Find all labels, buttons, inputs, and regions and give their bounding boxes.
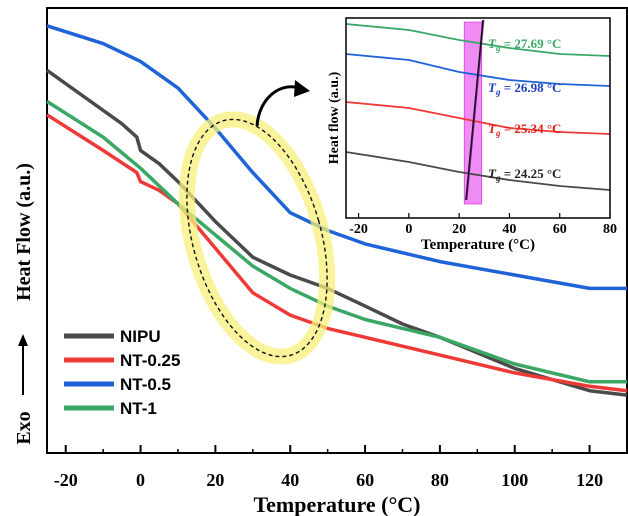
main-x-axis-title: Temperature (°C) xyxy=(253,492,420,516)
main-x-tick-label: 60 xyxy=(356,470,374,490)
main-y-axis-title: Heat Flow (a.u.) xyxy=(13,163,35,301)
inset-x-tick-label: 80 xyxy=(603,222,617,237)
legend: NIPU NT-0.25 NT-0.5 NT-1 xyxy=(64,327,180,418)
series-line-nt-1 xyxy=(46,99,627,384)
main-x-tick-label: 20 xyxy=(206,470,224,490)
inset-tg-annotations: Tg = 27.69 °C Tg = 26.98 °C Tg = 25.34 °C T… xyxy=(488,36,561,183)
main-x-tick-label: 0 xyxy=(136,470,145,490)
inset-line-nt-025 xyxy=(345,101,611,135)
inset-x-tick-label: 40 xyxy=(502,222,516,237)
legend-label: NT-1 xyxy=(120,399,157,418)
tg-annotation: Tg = 25.34 °C xyxy=(488,121,561,138)
exo-label: Exo xyxy=(13,411,35,444)
inset-line-nt-05 xyxy=(345,53,611,87)
main-plot-frame xyxy=(46,7,628,454)
tg-annotation: Tg = 26.98 °C xyxy=(488,80,561,97)
legend-label: NT-0.5 xyxy=(120,375,171,394)
main-series-lines xyxy=(45,24,628,397)
tg-marker-line-shade xyxy=(466,19,485,201)
exo-arrow-icon xyxy=(18,334,28,395)
series-line-nt-025 xyxy=(46,113,628,393)
inset-x-tick-label: 0 xyxy=(405,222,412,237)
tg-marker-line xyxy=(465,19,484,201)
legend-label: NT-0.25 xyxy=(120,351,180,370)
inset-series-lines xyxy=(345,23,611,191)
tg-annotation: Tg = 27.69 °C xyxy=(488,36,561,53)
inset-x-tick-label: 20 xyxy=(452,222,466,237)
main-x-tick-label: 100 xyxy=(501,470,528,490)
inset-x-tick-label: 60 xyxy=(553,222,567,237)
inset-x-ticks: -20 0 20 40 60 80 xyxy=(349,213,617,237)
main-x-ticks: -20 0 20 40 60 80 100 120 xyxy=(54,445,628,490)
inset-x-axis-title: Temperature (°C) xyxy=(421,237,535,253)
legend-label: NIPU xyxy=(120,327,161,346)
curved-arrow-icon xyxy=(255,80,310,127)
inset-x-tick-label: -20 xyxy=(349,222,368,237)
main-x-tick-label: 80 xyxy=(431,470,449,490)
tg-highlight-band xyxy=(463,21,483,205)
inset-y-axis-title: Heat flow (a.u.) xyxy=(327,71,342,164)
inset-line-nt-1 xyxy=(345,23,611,57)
tg-annotation: Tg = 24.25 °C xyxy=(488,166,561,183)
series-line-nt-05 xyxy=(46,24,627,291)
highlight-ellipse xyxy=(178,111,336,365)
inset-line-nipu xyxy=(345,151,611,191)
inset-frame xyxy=(345,17,611,219)
main-x-tick-label: 40 xyxy=(281,470,299,490)
main-x-tick-label: 120 xyxy=(576,470,603,490)
main-x-tick-label: -20 xyxy=(54,470,78,490)
